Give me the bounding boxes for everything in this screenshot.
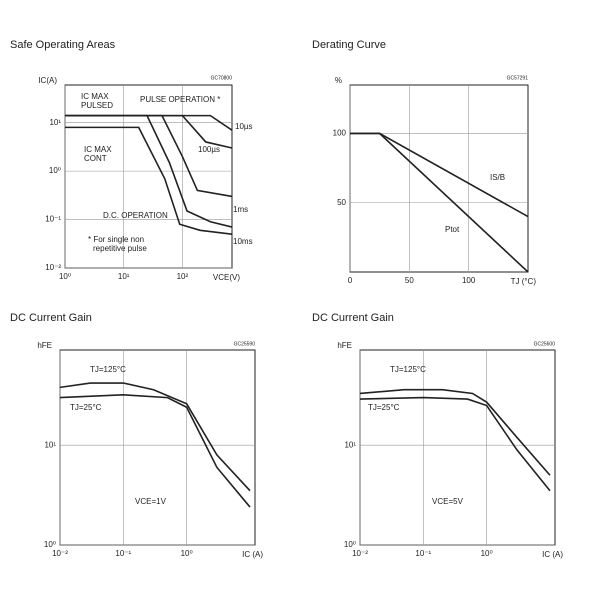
- annotation: GC70800: [211, 75, 233, 81]
- annotation: PULSE OPERATION *: [140, 95, 220, 104]
- series-line: [65, 126, 233, 235]
- annotation: * For single non: [88, 235, 144, 244]
- x-axis-label: VCE(V): [213, 273, 240, 282]
- series-label: 100µs: [198, 145, 220, 154]
- annotation: VCE=1V: [135, 497, 167, 506]
- series-line: [359, 396, 551, 492]
- x-tick-label: 10⁻¹: [415, 549, 431, 558]
- y-axis-label: IC(A): [38, 76, 57, 85]
- series-label: 1ms: [233, 205, 248, 214]
- annotation: repetitive pulse: [93, 244, 147, 253]
- x-tick-label: 10¹: [118, 272, 130, 281]
- series-line: [59, 394, 251, 508]
- series-label: TJ=25°C: [70, 403, 102, 412]
- series-label: Ptot: [445, 225, 460, 234]
- chart-title: Safe Operating Areas: [10, 39, 116, 51]
- series-label: IS/B: [490, 173, 505, 182]
- y-axis-label: hFE: [37, 341, 52, 350]
- x-tick-label: 0: [348, 276, 353, 285]
- x-axis-label: TJ (°C): [511, 277, 537, 286]
- series-line: [359, 388, 551, 476]
- y-tick-label: 10¹: [49, 118, 61, 127]
- annotation: IC MAX: [84, 145, 112, 154]
- y-axis-label: hFE: [337, 341, 352, 350]
- x-tick-label: 10⁰: [181, 549, 193, 558]
- y-tick-label: 10⁻²: [45, 263, 61, 272]
- annotation: GC57291: [507, 75, 529, 81]
- y-tick-label: 10⁰: [49, 166, 61, 175]
- x-tick-label: 10²: [177, 272, 189, 281]
- y-tick-label: 50: [337, 198, 346, 207]
- series-line: [350, 132, 529, 273]
- y-tick-label: 10¹: [344, 440, 356, 449]
- y-tick-label: 10⁰: [44, 540, 56, 549]
- series-label: D.C. OPERATION: [103, 211, 168, 220]
- plot-frame: [59, 349, 256, 546]
- x-tick-label: 10⁻¹: [115, 549, 131, 558]
- y-tick-label: 10⁰: [344, 540, 356, 549]
- annotation: CONT: [84, 154, 107, 163]
- annotation: IC MAX: [81, 92, 109, 101]
- series-label: 10ms: [233, 237, 253, 246]
- chart-title: Derating Curve: [312, 39, 386, 51]
- y-tick-label: 10⁻¹: [45, 215, 61, 224]
- x-tick-label: 10⁰: [481, 549, 493, 558]
- x-tick-label: 10⁻²: [352, 549, 368, 558]
- series-line: [59, 382, 251, 492]
- y-tick-label: 100: [333, 129, 347, 138]
- x-axis-label: IC (A): [242, 550, 263, 559]
- annotation: PULSED: [81, 101, 113, 110]
- x-tick-label: 100: [462, 276, 476, 285]
- series-label: 10µs: [235, 122, 253, 131]
- series-label: TJ=25°C: [368, 403, 400, 412]
- series-label: TJ=125°C: [90, 365, 126, 374]
- annotation: GC25600: [534, 341, 556, 347]
- series-line: [65, 114, 233, 228]
- x-tick-label: 10⁻²: [52, 549, 68, 558]
- x-tick-label: 50: [405, 276, 414, 285]
- annotation: GC25590: [234, 341, 256, 347]
- chart-title: DC Current Gain: [10, 312, 92, 324]
- chart-title: DC Current Gain: [312, 312, 394, 324]
- series-label: TJ=125°C: [390, 365, 426, 374]
- y-tick-label: 10¹: [44, 440, 56, 449]
- y-axis-label: %: [335, 76, 342, 85]
- x-axis-label: IC (A): [542, 550, 563, 559]
- annotation: VCE=5V: [432, 497, 464, 506]
- x-tick-label: 10⁰: [59, 272, 71, 281]
